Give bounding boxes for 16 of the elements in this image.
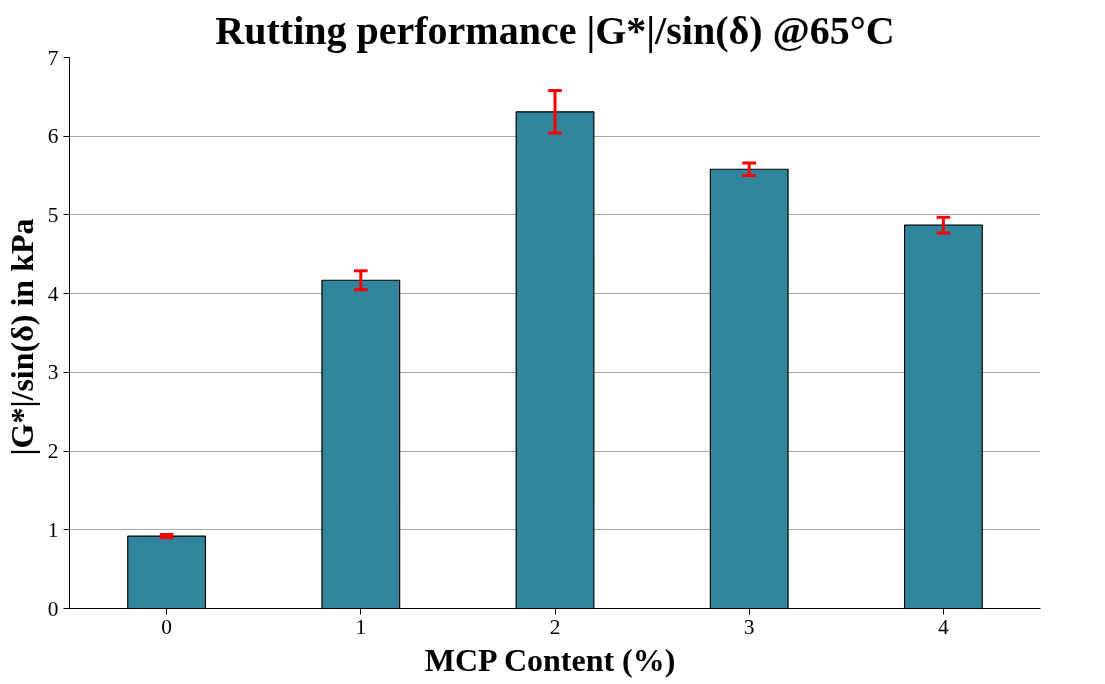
y-tick-label: 2 <box>47 439 59 464</box>
y-tick-label: 3 <box>47 360 59 385</box>
x-tick-label: 0 <box>161 614 172 639</box>
x-tick-label: 2 <box>549 614 561 639</box>
y-tick-label: 7 <box>47 45 59 70</box>
y-tick-label: 0 <box>47 596 59 621</box>
x-tick-label: 4 <box>938 614 950 639</box>
y-axis-title: |G*|/sin(δ) in kPa <box>3 218 40 456</box>
chart-title: Rutting performance |G*|/sin(δ) @65°C <box>215 7 895 53</box>
x-tick-label: 3 <box>743 614 755 639</box>
y-tick-label: 1 <box>47 517 59 542</box>
y-tick-label: 6 <box>47 124 59 149</box>
x-tick-label: 1 <box>355 614 367 639</box>
x-axis-title: MCP Content (%) <box>424 641 676 678</box>
y-tick-label: 5 <box>47 202 59 227</box>
y-tick-label: 4 <box>47 281 59 306</box>
